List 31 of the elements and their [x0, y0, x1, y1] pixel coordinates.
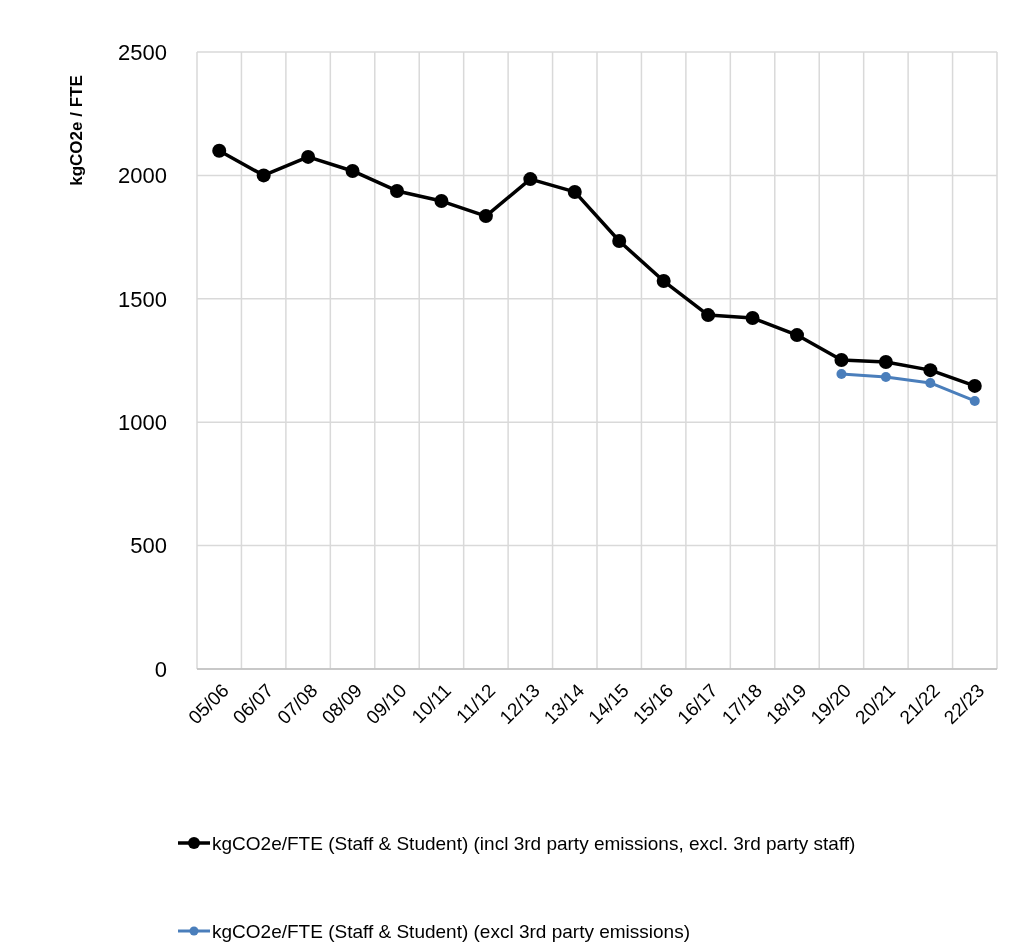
point [390, 183, 404, 198]
point [878, 354, 893, 369]
legend-label: kgCO2e/FTE (Staff & Student) (excl 3rd party emissions) [212, 920, 690, 942]
y-tick-label: 2000 [118, 163, 167, 189]
point [880, 372, 891, 383]
y-tick-label: 1500 [118, 286, 167, 312]
point [612, 234, 627, 249]
point [790, 328, 804, 343]
y-tick-label: 0 [154, 656, 167, 682]
point [969, 395, 980, 406]
point [925, 377, 936, 388]
point [656, 274, 671, 289]
y-tick-label: 2500 [118, 39, 167, 65]
point [923, 363, 938, 378]
y-axis-title: kgCO2e / FTE [67, 75, 86, 186]
point [701, 308, 716, 323]
y-tick-label: 1000 [118, 409, 167, 435]
point [256, 168, 271, 183]
point [967, 378, 982, 393]
point [434, 194, 449, 209]
point [567, 184, 582, 199]
point [836, 369, 847, 380]
point [478, 209, 493, 224]
point [301, 149, 316, 164]
point [345, 163, 360, 178]
point [745, 311, 760, 326]
point [212, 143, 227, 158]
y-tick-label: 500 [130, 533, 167, 559]
point [834, 353, 849, 368]
legend-label: kgCO2e/FTE (Staff & Student) (incl 3rd party emissions, excl. 3rd party staff) [212, 832, 856, 854]
point [523, 172, 538, 187]
